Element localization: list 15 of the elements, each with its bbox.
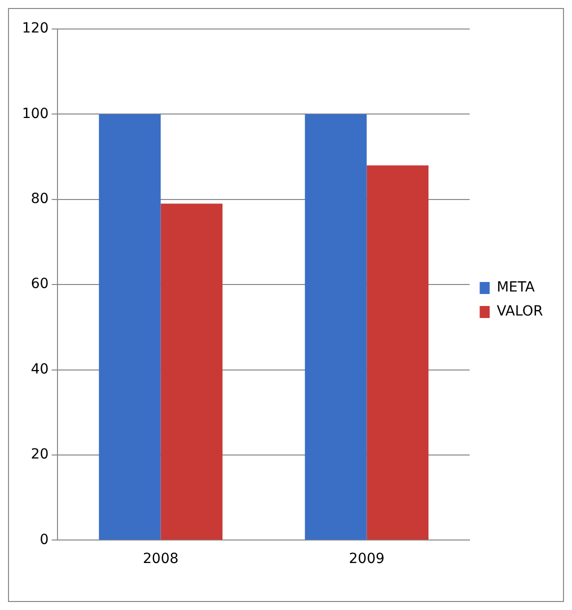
bar [160, 204, 223, 540]
legend-label: META [496, 280, 536, 296]
y-tick-label: 20 [30, 446, 49, 463]
y-tick-label: 120 [22, 20, 49, 37]
y-tick-label: 40 [30, 361, 49, 378]
bar [98, 114, 161, 540]
y-tick-label: 0 [40, 532, 49, 548]
x-tick-label: 2009 [348, 551, 385, 568]
y-tick-label: 100 [22, 106, 49, 122]
legend-label: VALOR [496, 304, 544, 320]
y-tick-label: 60 [30, 276, 49, 292]
bar [366, 165, 428, 540]
x-tick-label: 2008 [142, 551, 179, 568]
bar [304, 114, 367, 540]
y-tick-label: 80 [30, 191, 49, 208]
